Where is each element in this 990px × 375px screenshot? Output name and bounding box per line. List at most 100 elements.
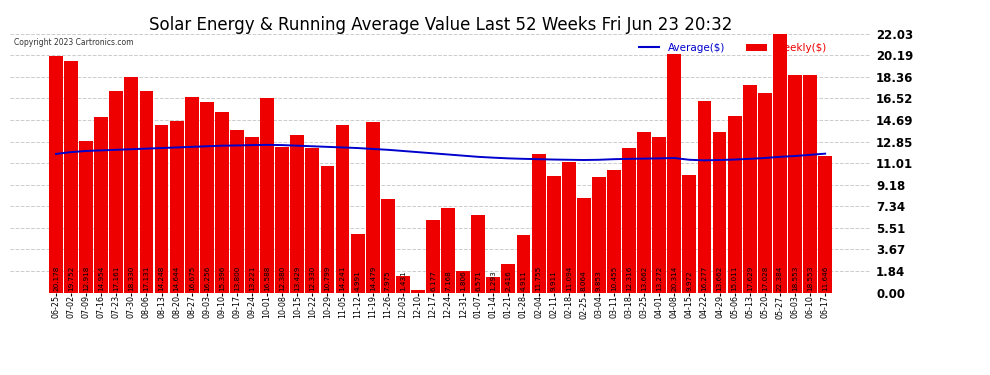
Text: 7.975: 7.975 (385, 270, 391, 291)
Text: 1.806: 1.806 (460, 270, 466, 291)
Bar (502, 264, 516, 292)
Bar (275, 147, 289, 292)
Bar (230, 130, 244, 292)
Text: 20.178: 20.178 (53, 266, 59, 291)
Bar (185, 97, 199, 292)
Text: 16.277: 16.277 (702, 266, 708, 291)
Text: 17.629: 17.629 (746, 266, 752, 291)
Bar (577, 198, 591, 292)
Text: 16.675: 16.675 (189, 266, 195, 291)
Bar (336, 125, 349, 292)
Text: 12.330: 12.330 (309, 266, 316, 291)
Text: 14.248: 14.248 (158, 266, 164, 291)
Text: 11.755: 11.755 (536, 266, 542, 291)
Text: 4.991: 4.991 (354, 270, 360, 291)
Bar (728, 116, 742, 292)
Text: 13.272: 13.272 (656, 266, 662, 291)
Legend: Average($), Weekly($): Average($), Weekly($) (635, 39, 832, 57)
Bar (321, 166, 335, 292)
Text: 12.918: 12.918 (83, 266, 89, 291)
Text: 19.752: 19.752 (68, 266, 74, 291)
Bar (79, 141, 93, 292)
Bar (622, 148, 636, 292)
Bar (532, 154, 545, 292)
Bar (169, 120, 183, 292)
Bar (200, 102, 214, 292)
Bar (698, 101, 712, 292)
Bar (50, 56, 63, 292)
Text: 14.241: 14.241 (340, 266, 346, 291)
Text: 7.168: 7.168 (446, 270, 451, 291)
Bar (306, 148, 320, 292)
Text: 11.646: 11.646 (822, 266, 828, 291)
Bar (546, 176, 560, 292)
Bar (742, 86, 756, 292)
Title: Solar Energy & Running Average Value Last 52 Weeks Fri Jun 23 20:32: Solar Energy & Running Average Value Las… (148, 16, 733, 34)
Bar (365, 123, 379, 292)
Bar (140, 91, 153, 292)
Text: 16.256: 16.256 (204, 266, 210, 291)
Bar (758, 93, 772, 292)
Text: 9.911: 9.911 (550, 270, 556, 291)
Bar (125, 77, 139, 292)
Bar (426, 220, 440, 292)
Bar (788, 75, 802, 292)
Text: 12.316: 12.316 (626, 266, 632, 291)
Bar (94, 117, 108, 292)
Text: 6.177: 6.177 (430, 270, 436, 291)
Text: 13.429: 13.429 (294, 266, 300, 291)
Bar (486, 278, 500, 292)
Bar (260, 98, 274, 292)
Text: 9.972: 9.972 (686, 270, 692, 291)
Text: 17.131: 17.131 (144, 266, 149, 291)
Bar (290, 135, 304, 292)
Bar (246, 137, 259, 292)
Text: 10.799: 10.799 (325, 266, 331, 291)
Bar (773, 30, 787, 292)
Text: 17.028: 17.028 (761, 266, 768, 291)
Text: Copyright 2023 Cartronics.com: Copyright 2023 Cartronics.com (14, 38, 134, 46)
Text: 13.800: 13.800 (234, 266, 240, 291)
Text: 18.330: 18.330 (129, 266, 135, 291)
Text: 22.384: 22.384 (777, 266, 783, 291)
Bar (456, 271, 470, 292)
Text: 20.314: 20.314 (671, 266, 677, 291)
Bar (713, 132, 727, 292)
Text: 18.553: 18.553 (807, 266, 813, 291)
Bar (350, 234, 364, 292)
Text: 9.853: 9.853 (596, 270, 602, 291)
Bar (682, 176, 696, 292)
Text: 13.662: 13.662 (717, 266, 723, 291)
Bar (471, 215, 485, 292)
Bar (607, 170, 621, 292)
Text: 8.064: 8.064 (581, 270, 587, 291)
Text: 6.571: 6.571 (475, 270, 481, 291)
Text: 15.011: 15.011 (732, 266, 738, 291)
Bar (561, 162, 575, 292)
Bar (154, 125, 168, 292)
Bar (638, 132, 651, 292)
Text: 2.416: 2.416 (506, 270, 512, 291)
Bar (411, 290, 425, 292)
Text: 14.954: 14.954 (98, 266, 104, 291)
Text: 13.221: 13.221 (249, 266, 255, 291)
Text: 1.293: 1.293 (490, 270, 496, 291)
Bar (517, 235, 531, 292)
Text: 15.396: 15.396 (219, 266, 225, 291)
Bar (396, 276, 410, 292)
Text: 4.911: 4.911 (521, 270, 527, 291)
Text: 16.588: 16.588 (264, 266, 270, 291)
Bar (652, 136, 666, 292)
Bar (109, 91, 123, 292)
Bar (381, 199, 395, 292)
Text: 17.161: 17.161 (113, 266, 120, 291)
Text: 12.380: 12.380 (279, 266, 285, 291)
Text: 13.662: 13.662 (642, 266, 647, 291)
Bar (667, 54, 681, 292)
Text: 14.644: 14.644 (173, 266, 179, 291)
Text: 11.094: 11.094 (565, 266, 572, 291)
Bar (215, 112, 229, 292)
Text: 10.455: 10.455 (611, 266, 617, 291)
Bar (64, 60, 78, 292)
Bar (803, 75, 817, 292)
